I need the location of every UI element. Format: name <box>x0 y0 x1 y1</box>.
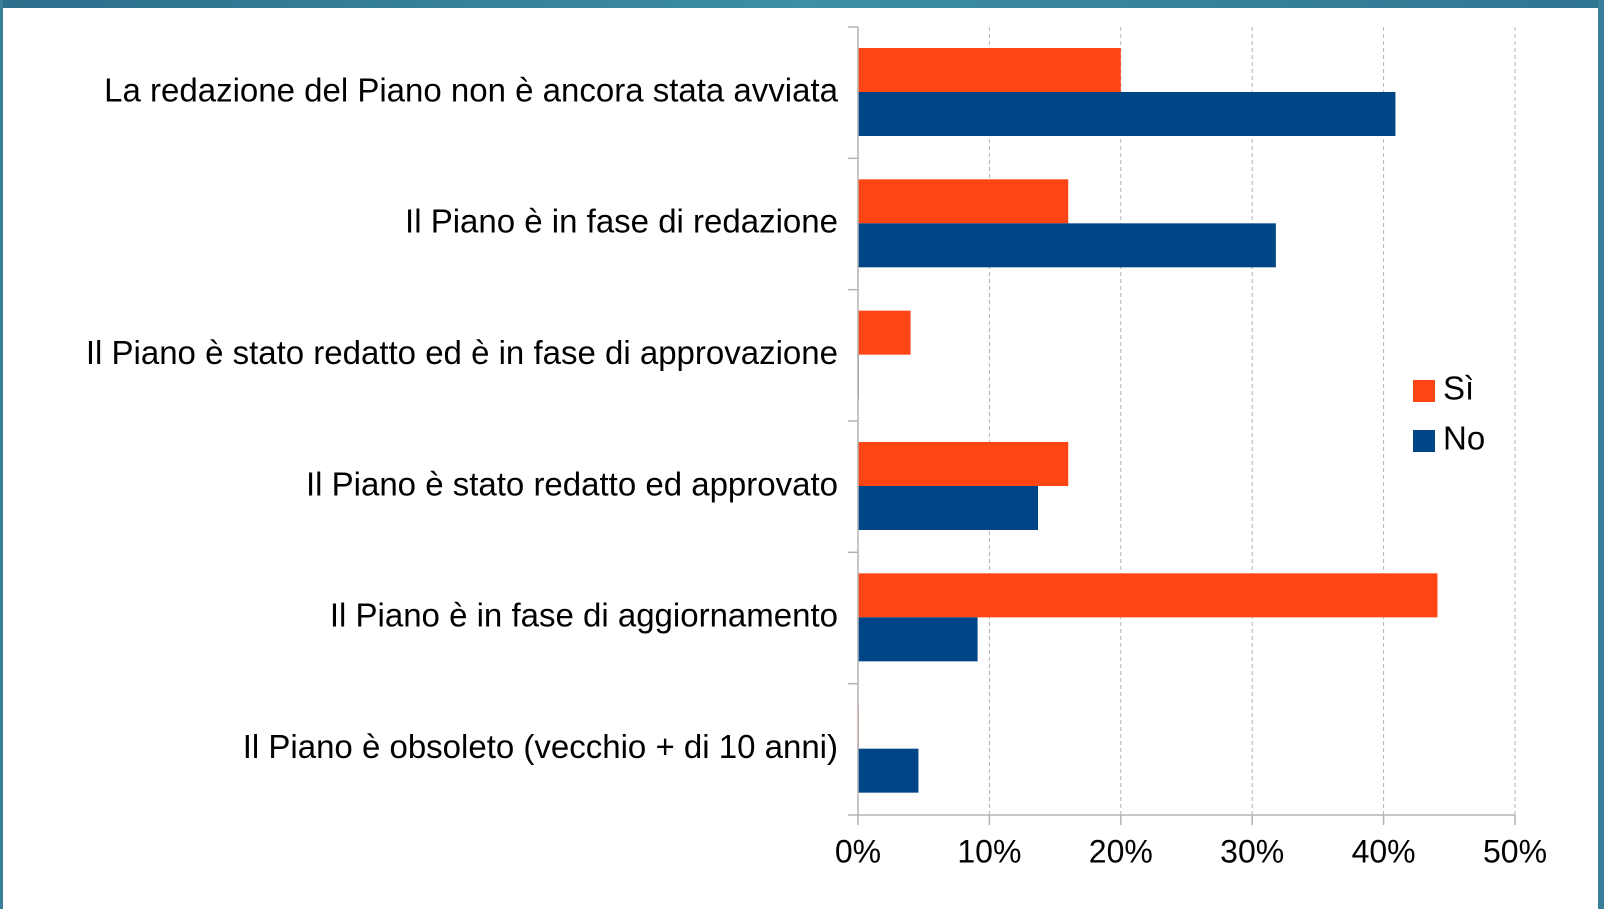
bar <box>858 617 978 662</box>
x-tick-label: 20% <box>1089 833 1153 869</box>
legend-label: No <box>1443 420 1485 457</box>
x-tick-label: 40% <box>1352 833 1416 869</box>
x-tick-label: 50% <box>1483 833 1547 869</box>
legend-swatch <box>1413 380 1435 402</box>
bar <box>858 48 1121 92</box>
bar <box>858 92 1396 136</box>
bar <box>858 748 919 793</box>
category-label: Il Piano è obsoleto (vecchio + di 10 ann… <box>243 728 838 765</box>
left-border <box>0 0 3 909</box>
bar <box>858 310 911 355</box>
category-label: Il Piano è in fase di aggiornamento <box>330 597 838 634</box>
bar <box>858 223 1276 268</box>
bar <box>858 486 1039 530</box>
x-tick-label: 30% <box>1220 833 1284 869</box>
top-border <box>0 0 1604 8</box>
x-tick-label: 10% <box>957 833 1021 869</box>
category-label: Il Piano è in fase di redazione <box>405 203 838 240</box>
bar <box>858 573 1438 618</box>
x-tick-label: 0% <box>835 833 881 869</box>
category-label: Il Piano è stato redatto ed è in fase di… <box>86 334 838 371</box>
category-label: La redazione del Piano non è ancora stat… <box>104 71 838 108</box>
bar <box>858 179 1069 224</box>
legend-swatch <box>1413 430 1435 452</box>
category-label: Il Piano è stato redatto ed approvato <box>306 465 838 502</box>
right-border <box>1598 0 1604 909</box>
legend-label: Sì <box>1443 370 1474 407</box>
bar <box>858 442 1069 486</box>
